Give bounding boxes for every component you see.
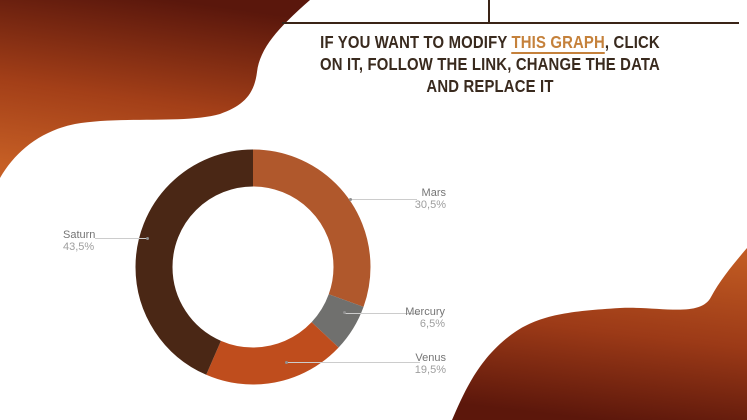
slice-label-mercury: Mercury 6,5% bbox=[345, 306, 445, 330]
slice-value: 30,5% bbox=[414, 199, 446, 211]
leader-line-venus bbox=[286, 362, 420, 363]
bottom-right-blob bbox=[452, 248, 747, 420]
slice-label-venus: Venus 19,5% bbox=[346, 352, 446, 376]
leader-dot-mercury bbox=[343, 311, 346, 314]
top-connector-line bbox=[488, 0, 490, 23]
leader-dot-venus bbox=[285, 361, 288, 364]
leader-dot-mars bbox=[349, 198, 352, 201]
slide-title: IF YOU WANT TO MODIFY THIS GRAPH, CLICK … bbox=[303, 31, 677, 97]
donut-segment-venus[interactable] bbox=[135, 149, 371, 385]
slice-name: Venus bbox=[415, 352, 446, 364]
title-text-pre: IF YOU WANT TO MODIFY bbox=[320, 32, 512, 52]
title-text-post: , CLICK bbox=[604, 32, 660, 52]
leader-line-mars bbox=[351, 199, 417, 200]
slice-value: 43,5% bbox=[63, 241, 95, 253]
slice-label-saturn: Saturn 43,5% bbox=[63, 229, 163, 253]
title-line-3: AND REPLACE IT bbox=[426, 76, 554, 96]
graph-link[interactable]: THIS GRAPH bbox=[511, 32, 605, 54]
slice-name: Saturn bbox=[63, 229, 96, 241]
leader-line-saturn bbox=[95, 238, 148, 239]
slice-label-mars: Mars 30,5% bbox=[346, 187, 446, 211]
title-line-2: ON IT, FOLLOW THE LINK, CHANGE THE DATA bbox=[320, 54, 660, 74]
title-line-1: IF YOU WANT TO MODIFY THIS GRAPH, CLICK bbox=[303, 31, 677, 54]
title-divider-line bbox=[282, 22, 739, 24]
slice-value: 6,5% bbox=[419, 318, 445, 330]
leader-line-mercury bbox=[344, 313, 420, 314]
slice-name: Mars bbox=[421, 187, 446, 199]
slice-name: Mercury bbox=[405, 306, 445, 318]
slice-value: 19,5% bbox=[414, 364, 446, 376]
top-left-blob bbox=[0, 0, 310, 178]
leader-dot-saturn bbox=[146, 237, 149, 240]
donut-segment-saturn[interactable] bbox=[135, 149, 371, 385]
